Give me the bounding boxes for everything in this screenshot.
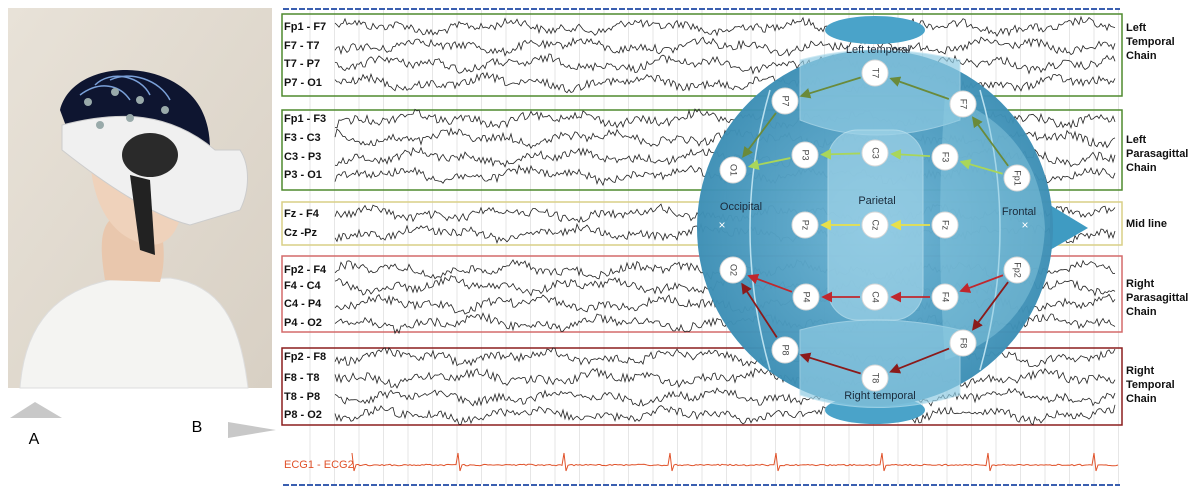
- chain-label: Parasagittal: [1126, 292, 1188, 304]
- arrow-b: [228, 422, 276, 438]
- channel-label: Cz -Pz: [284, 227, 318, 239]
- channel-label: F3 - C3: [284, 132, 321, 144]
- chain-label: Temporal: [1126, 379, 1175, 391]
- electrode-label: F8: [959, 338, 969, 349]
- chain-label: Mid line: [1126, 218, 1167, 230]
- arrow-a: [10, 402, 62, 418]
- electrode-label: P7: [781, 95, 791, 106]
- channel-label: T8 - P8: [284, 391, 320, 403]
- electrode-label: P4: [802, 291, 812, 302]
- chain-label: Left: [1126, 22, 1147, 34]
- channel-label: F7 - T7: [284, 40, 319, 52]
- region-label: Right temporal: [844, 390, 916, 402]
- region-label: Left temporal: [846, 44, 910, 56]
- electrode-label: F7: [959, 99, 969, 110]
- electrode-label: Pz: [801, 220, 811, 231]
- region-label: Occipital: [720, 201, 762, 213]
- chain-label: Chain: [1126, 393, 1157, 405]
- electrode-label: Fp2: [1013, 262, 1023, 278]
- electrode-label: C3: [871, 147, 881, 159]
- chain-label: Chain: [1126, 306, 1157, 318]
- electrode-label: P8: [781, 344, 791, 355]
- chain-label: Temporal: [1126, 36, 1175, 48]
- channel-label: Fz - F4: [284, 208, 320, 220]
- region-label: Frontal: [1002, 206, 1036, 218]
- electrode-label: O2: [729, 264, 739, 276]
- electrode-label: P3: [801, 149, 811, 160]
- channel-label: Fp1 - F3: [284, 113, 326, 125]
- electrode-label: C4: [871, 291, 881, 303]
- channel-label: Fp2 - F4: [284, 264, 327, 276]
- region-label: Parietal: [858, 195, 895, 207]
- ear: [825, 16, 925, 44]
- arrow: [822, 153, 860, 154]
- electrode-label: O1: [729, 164, 739, 176]
- chain-label: Parasagittal: [1126, 148, 1188, 160]
- panel-label: A: [29, 431, 40, 448]
- channel-label: P8 - O2: [284, 409, 322, 421]
- ecg-label: ECG1 - ECG2: [284, 459, 354, 471]
- channel-label: P3 - O1: [284, 169, 322, 181]
- chain-label: Chain: [1126, 50, 1157, 62]
- panel-label: B: [192, 419, 203, 436]
- chain-label: Left: [1126, 134, 1147, 146]
- electrode-label: T8: [871, 373, 881, 384]
- electrode-label: Fp1: [1013, 170, 1023, 186]
- chain-label: Chain: [1126, 162, 1157, 174]
- electrode-label: Cz: [871, 220, 881, 231]
- channel-label: T7 - P7: [284, 58, 320, 70]
- x-mark: ×: [1021, 218, 1028, 232]
- channel-label: F8 - T8: [284, 372, 319, 384]
- channel-label: C4 - P4: [284, 298, 322, 310]
- figure: A B Fp1 - F7 F7 - T7 T7 - P7 P7 - O1 Left Tem…: [0, 0, 1201, 488]
- chain-label: Right: [1126, 365, 1154, 377]
- channel-label: P4 - O2: [284, 317, 322, 329]
- electrode-label: Fz: [941, 220, 951, 230]
- channel-label: F4 - C4: [284, 280, 322, 292]
- chain-label: Right: [1126, 278, 1154, 290]
- channel-label: Fp1 - F7: [284, 21, 326, 33]
- channel-label: P7 - O1: [284, 77, 322, 89]
- electrode-label: F3: [941, 152, 951, 163]
- electrode-label: F4: [941, 292, 951, 303]
- channel-label: C3 - P3: [284, 151, 321, 163]
- electrode-label: T7: [871, 68, 881, 79]
- photo: [8, 8, 272, 388]
- x-mark: ×: [718, 218, 725, 232]
- channel-label: Fp2 - F8: [284, 351, 326, 363]
